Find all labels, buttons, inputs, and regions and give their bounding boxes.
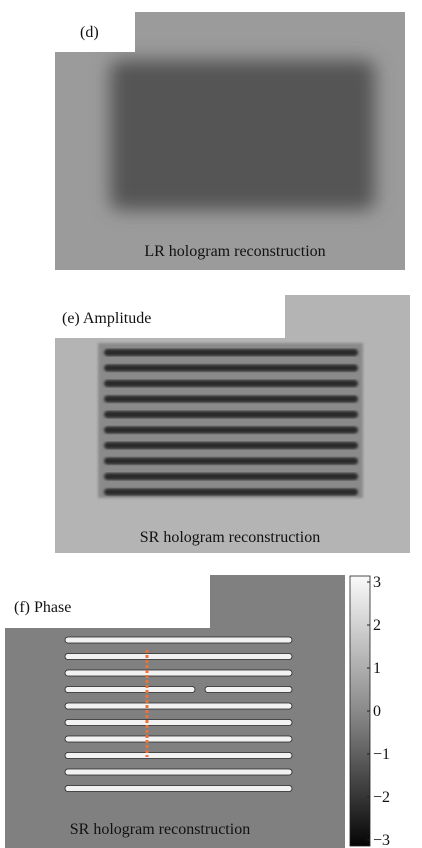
caption: SR hologram reconstruction <box>140 529 320 546</box>
stripe <box>65 753 292 759</box>
page: (d) LR hologram reconstruction (e) Ampli… <box>0 0 422 848</box>
stripe <box>104 411 358 418</box>
figure: (d) LR hologram reconstruction (e) Ampli… <box>0 0 422 848</box>
colorbar-tick-label: −3 <box>373 832 390 848</box>
colorbar: 3 2 1 0 −1 −2 −3 <box>350 574 390 848</box>
stripe <box>65 687 195 693</box>
blurred-object <box>110 60 375 210</box>
colorbar-tick-label: 0 <box>373 703 381 720</box>
panel-f: (f) Phase SR hologram reconstruction <box>5 575 345 848</box>
stripe <box>104 380 358 387</box>
stripe <box>104 365 358 372</box>
stripe <box>104 349 358 356</box>
caption: LR hologram reconstruction <box>144 243 325 260</box>
stripe <box>104 427 358 434</box>
stripe <box>65 654 292 660</box>
stripe <box>65 637 292 643</box>
stripe <box>104 473 358 480</box>
stripe <box>104 442 358 449</box>
colorbar-tick-label: −1 <box>373 746 390 763</box>
stripe <box>104 458 358 465</box>
panel-label: (e) Amplitude <box>62 310 151 327</box>
colorbar-tick-label: 2 <box>373 617 381 634</box>
colorbar-tick-label: −2 <box>373 789 390 806</box>
colorbar-tick-label: 3 <box>373 574 381 591</box>
stripe <box>104 489 358 496</box>
stripe <box>65 670 292 676</box>
stripe <box>65 736 292 742</box>
stripe <box>65 703 292 709</box>
panel-d: (d) LR hologram reconstruction <box>55 12 405 270</box>
stripe <box>65 720 292 726</box>
stripe <box>104 396 358 403</box>
stripe <box>65 786 292 792</box>
stripe <box>65 769 292 775</box>
stripe <box>205 687 292 693</box>
panel-e: (e) Amplitude SR hologram reconstruction <box>55 295 410 553</box>
panel-label: (d) <box>80 24 99 41</box>
colorbar-tick-label: 1 <box>373 660 381 677</box>
panel-label: (f) Phase <box>14 599 71 616</box>
caption: SR hologram reconstruction <box>70 821 250 838</box>
